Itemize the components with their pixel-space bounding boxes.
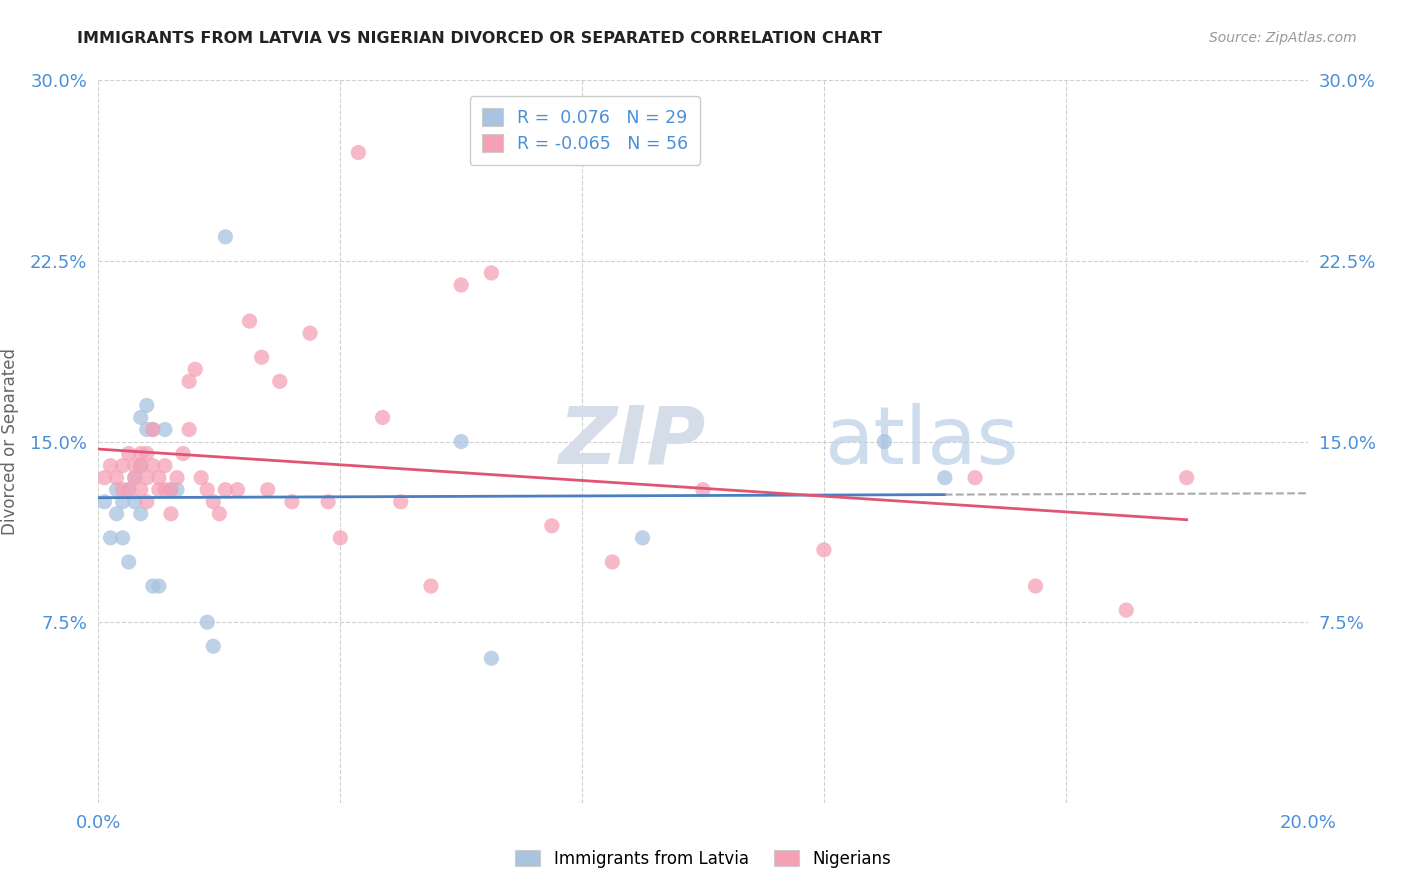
Point [202, 494, 225, 508]
Point [179, 422, 201, 436]
Point [195, 615, 218, 630]
Point [153, 422, 176, 436]
Point [153, 483, 176, 497]
Point [135, 494, 157, 508]
Point [481, 651, 503, 665]
Point [166, 470, 188, 484]
Point [100, 458, 122, 473]
Point [142, 422, 165, 436]
Text: Source: ZipAtlas.com: Source: ZipAtlas.com [1209, 31, 1357, 45]
Point [129, 507, 152, 521]
Point [934, 470, 956, 484]
Point [135, 470, 157, 484]
Point [1175, 470, 1198, 484]
Point [111, 494, 134, 508]
Y-axis label: Divorced or Separated: Divorced or Separated [1, 348, 18, 535]
Point [239, 314, 262, 328]
Point [148, 579, 170, 593]
Point [166, 483, 188, 497]
Point [389, 494, 412, 508]
Point [214, 483, 236, 497]
Point [93, 470, 115, 484]
Legend: Immigrants from Latvia, Nigerians: Immigrants from Latvia, Nigerians [509, 844, 897, 875]
Point [160, 507, 183, 521]
Point [142, 579, 165, 593]
Point [160, 483, 183, 497]
Point [124, 470, 146, 484]
Point [631, 531, 654, 545]
Legend: R =  0.076   N = 29, R = -0.065   N = 56: R = 0.076 N = 29, R = -0.065 N = 56 [470, 96, 700, 165]
Point [481, 266, 503, 280]
Point [269, 374, 291, 388]
Point [111, 531, 134, 545]
Point [124, 494, 146, 508]
Point [347, 145, 370, 160]
Point [111, 483, 134, 497]
Point [124, 458, 146, 473]
Point [153, 458, 176, 473]
Point [420, 579, 443, 593]
Point [100, 531, 122, 545]
Point [135, 446, 157, 460]
Point [329, 531, 352, 545]
Point [195, 483, 218, 497]
Point [142, 458, 165, 473]
Point [118, 555, 141, 569]
Point [135, 422, 157, 436]
Point [105, 483, 128, 497]
Point [316, 494, 339, 508]
Point [214, 230, 236, 244]
Point [129, 458, 152, 473]
Point [299, 326, 322, 340]
Point [965, 470, 987, 484]
Point [142, 422, 165, 436]
Point [692, 483, 714, 497]
Point [105, 470, 128, 484]
Point [256, 483, 278, 497]
Point [160, 483, 183, 497]
Point [371, 410, 394, 425]
Point [124, 470, 146, 484]
Text: atlas: atlas [824, 402, 1018, 481]
Point [450, 277, 472, 292]
Point [450, 434, 472, 449]
Point [148, 470, 170, 484]
Point [129, 446, 152, 460]
Point [1024, 579, 1046, 593]
Point [184, 362, 207, 376]
Point [208, 507, 231, 521]
Text: IMMIGRANTS FROM LATVIA VS NIGERIAN DIVORCED OR SEPARATED CORRELATION CHART: IMMIGRANTS FROM LATVIA VS NIGERIAN DIVOR… [77, 31, 883, 46]
Point [118, 483, 141, 497]
Point [602, 555, 624, 569]
Point [226, 483, 249, 497]
Point [111, 458, 134, 473]
Point [129, 483, 152, 497]
Point [202, 639, 225, 653]
Point [172, 446, 194, 460]
Point [250, 350, 273, 364]
Point [93, 494, 115, 508]
Point [148, 483, 170, 497]
Point [179, 374, 201, 388]
Point [1115, 603, 1137, 617]
Point [281, 494, 304, 508]
Point [190, 470, 212, 484]
Point [129, 410, 152, 425]
Point [118, 446, 141, 460]
Point [813, 542, 835, 557]
Point [135, 398, 157, 412]
Point [105, 507, 128, 521]
Point [118, 483, 141, 497]
Text: ZIP: ZIP [558, 402, 706, 481]
Point [540, 518, 562, 533]
Point [129, 458, 152, 473]
Point [873, 434, 896, 449]
